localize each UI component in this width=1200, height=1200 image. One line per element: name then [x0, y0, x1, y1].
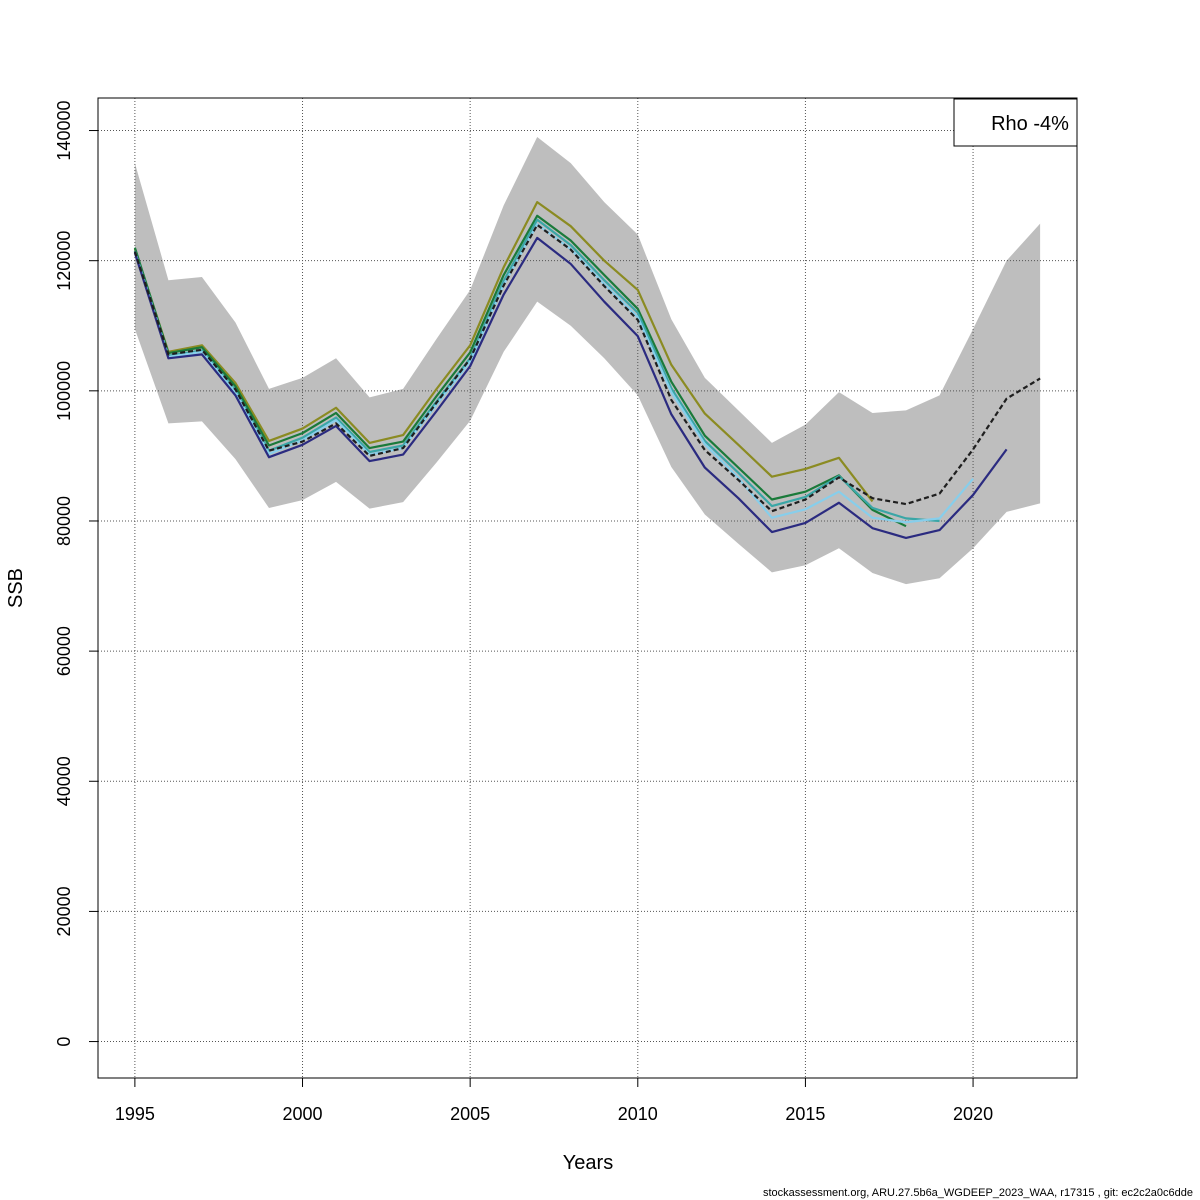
- x-tick-label-2000: 2000: [282, 1104, 322, 1124]
- y-tick-label-100000: 100000: [54, 361, 74, 421]
- confidence-band-layer: [134, 137, 1041, 585]
- y-tick-label-140000: 140000: [54, 100, 74, 160]
- y-axis-title: SSB: [5, 568, 27, 608]
- footer-credit: stockassessment.org, ARU.27.5b6a_WGDEEP_…: [763, 1187, 1193, 1199]
- x-axis-title: Years: [563, 1152, 613, 1174]
- y-tick-label-60000: 60000: [54, 626, 74, 676]
- series-line-6: [133, 223, 1041, 513]
- x-tick-label-2020: 2020: [953, 1104, 993, 1124]
- legend: Rho -4%: [953, 98, 1078, 147]
- y-tick-label-0: 0: [54, 1037, 74, 1047]
- x-tick-label-2010: 2010: [618, 1104, 658, 1124]
- series-line-2: [133, 214, 907, 528]
- legend-box: [953, 98, 1078, 147]
- x-tick-label-2015: 2015: [785, 1104, 825, 1124]
- series-line-3: [133, 218, 940, 523]
- legend-text: Rho -4%: [991, 113, 1069, 135]
- y-tick-label-80000: 80000: [54, 496, 74, 546]
- y-tick-label-20000: 20000: [54, 886, 74, 936]
- series-line-5: [133, 236, 1008, 539]
- confidence-band: [134, 137, 1041, 585]
- y-tick-label-120000: 120000: [54, 231, 74, 291]
- x-tick-label-1995: 1995: [115, 1104, 155, 1124]
- series-line-1: [133, 201, 874, 503]
- y-axis: 0 20000 40000 60000 80000 100000 120000 140000: [54, 100, 99, 1047]
- y-tick-label-40000: 40000: [54, 756, 74, 806]
- x-axis: 1995 2000 2005 2010 2015 2020: [115, 1077, 993, 1124]
- series-layer: [133, 201, 1041, 539]
- x-tick-label-2005: 2005: [450, 1104, 490, 1124]
- grid-layer: [98, 98, 1077, 1078]
